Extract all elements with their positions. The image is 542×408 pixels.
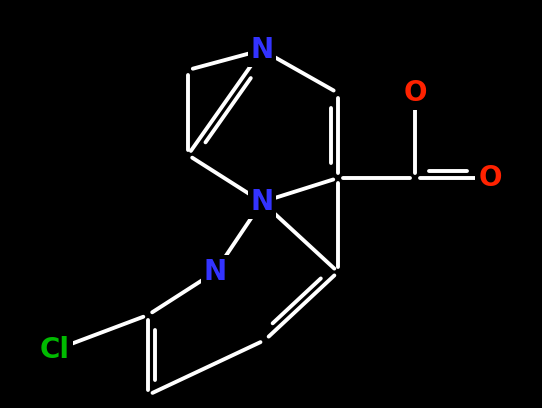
Text: N: N xyxy=(250,36,274,64)
Text: O: O xyxy=(478,164,502,192)
Text: Cl: Cl xyxy=(40,336,70,364)
Text: O: O xyxy=(403,79,427,107)
Text: N: N xyxy=(250,188,274,216)
Text: N: N xyxy=(203,258,227,286)
